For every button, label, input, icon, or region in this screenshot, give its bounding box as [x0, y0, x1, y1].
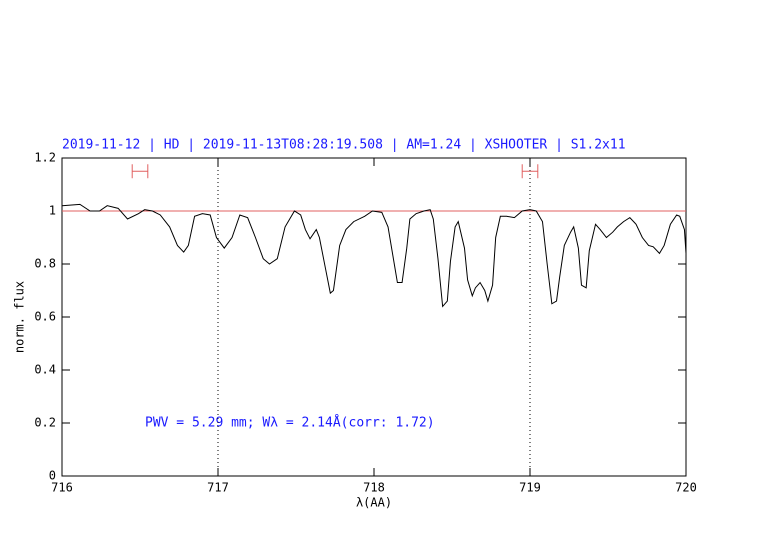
x-tick-label: 716: [51, 481, 73, 495]
y-tick-label: 0.4: [34, 363, 56, 377]
y-tick-label: 1.2: [34, 151, 56, 165]
annotation: PWV = 5.29 mm; Wλ = 2.14Å(corr: 1.72): [145, 415, 435, 431]
y-axis-label: norm. flux: [13, 281, 27, 353]
x-tick-label: 717: [207, 481, 229, 495]
x-tick-label: 719: [519, 481, 541, 495]
chart-title: 2019-11-12 | HD | 2019-11-13T08:28:19.50…: [62, 138, 626, 153]
y-tick-label: 0.6: [34, 310, 56, 324]
y-tick-label: 0: [49, 469, 56, 483]
x-tick-label: 718: [363, 481, 385, 495]
y-tick-label: 1: [49, 204, 56, 218]
y-tick-label: 0.8: [34, 257, 56, 271]
spectrum-line: [61, 203, 687, 308]
x-axis-label: λ(AA): [356, 496, 392, 510]
x-tick-label: 720: [675, 481, 697, 495]
y-tick-label: 0.2: [34, 416, 56, 430]
